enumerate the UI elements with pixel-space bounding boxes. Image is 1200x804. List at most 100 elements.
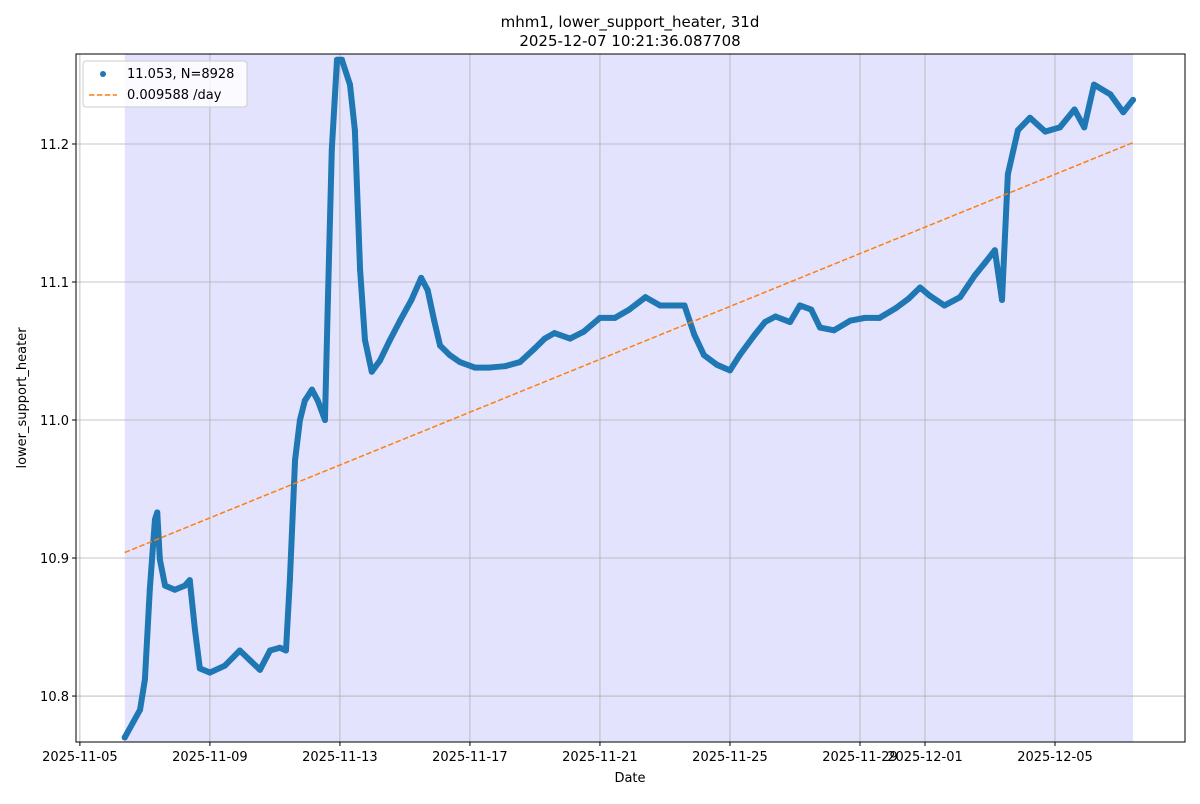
x-tick-label: 2025-12-05 <box>1017 750 1093 765</box>
scatter-point <box>181 582 188 589</box>
scatter-point <box>146 586 153 593</box>
legend-box <box>82 60 248 108</box>
x-tick-label: 2025-11-09 <box>172 750 248 765</box>
scatter-point <box>292 457 299 464</box>
scatter-point <box>368 368 375 375</box>
scatter-point <box>456 359 463 366</box>
scatter-point <box>386 336 393 343</box>
scatter-point <box>418 274 425 281</box>
scatter-point <box>351 127 358 134</box>
scatter-point <box>991 247 998 254</box>
axes-frame <box>75 53 1186 743</box>
scatter-point <box>137 706 144 713</box>
scatter-point <box>999 296 1006 303</box>
scatter-point <box>338 56 345 63</box>
scatter-point <box>221 662 228 669</box>
scatter-point <box>321 417 328 424</box>
scatter-point <box>1056 124 1063 131</box>
scatter-point <box>324 296 331 303</box>
scatter-point <box>162 582 169 589</box>
scatter-point <box>926 292 933 299</box>
y-tick-label: 11.2 <box>40 138 69 153</box>
scatter-point <box>726 367 733 374</box>
scatter-point <box>941 302 948 309</box>
scatter-point <box>437 342 444 349</box>
scatter-point <box>1107 91 1114 98</box>
chart-title: mhm1, lower_support_heater, 31d <box>501 13 760 32</box>
scatter-point <box>246 657 253 664</box>
x-tick-label: 2025-11-13 <box>302 750 378 765</box>
scatter-point <box>151 516 158 523</box>
x-tick-label: 2025-11-21 <box>562 750 638 765</box>
scatter-point <box>186 577 193 584</box>
scatter-point <box>267 647 274 654</box>
scatter-point <box>446 352 453 359</box>
scatter-point <box>657 302 664 309</box>
scatter-point <box>816 324 823 331</box>
y-tick-label: 11.0 <box>40 414 69 429</box>
scatter-point <box>154 509 161 516</box>
scatter-point <box>905 295 912 302</box>
scatter-point <box>567 335 574 342</box>
y-tick-label: 10.9 <box>40 552 69 567</box>
scatter-point <box>551 330 558 337</box>
scatter-point <box>296 417 303 424</box>
scatter-point <box>333 56 340 63</box>
scatter-point <box>282 647 289 654</box>
scatter-point <box>892 305 899 312</box>
scatter-point <box>642 294 649 301</box>
scatter-point <box>580 328 587 335</box>
scatter-point <box>541 335 548 342</box>
scatter-point <box>808 306 815 313</box>
scatter-point <box>681 302 688 309</box>
legend-label: 0.009588 /day <box>127 88 222 103</box>
x-tick-label: 2025-11-05 <box>42 750 118 765</box>
scatter-point <box>1004 171 1011 178</box>
scatter-point <box>1120 109 1127 116</box>
scatter-point <box>424 287 431 294</box>
scatter-point <box>408 296 415 303</box>
scatter-point <box>486 364 493 371</box>
scatter-point <box>751 331 758 338</box>
y-axis-label: lower_support_heater <box>15 327 30 469</box>
scatter-point <box>1042 128 1049 135</box>
scatter-point <box>1026 114 1033 121</box>
legend-swatch <box>100 71 106 77</box>
scatter-point <box>431 317 438 324</box>
scatter-point <box>156 556 163 563</box>
scatter-point <box>830 327 837 334</box>
scatter-point <box>957 294 964 301</box>
scatter-point <box>736 352 743 359</box>
scatter-trace <box>121 56 1136 741</box>
scatter-point <box>972 272 979 279</box>
scatter-point <box>762 319 769 326</box>
scatter-point <box>361 336 368 343</box>
scatter-point <box>206 669 213 676</box>
scatter-point <box>346 81 353 88</box>
scatter-point <box>691 331 698 338</box>
scatter-point <box>196 665 203 672</box>
scatter-point <box>171 586 178 593</box>
scatter-point <box>314 397 321 404</box>
x-axis-label: Date <box>614 771 645 786</box>
y-tick-label: 11.1 <box>40 276 69 291</box>
x-tick-label: 2025-11-29 <box>822 750 898 765</box>
x-tick-label: 2025-11-25 <box>692 750 768 765</box>
scatter-point <box>626 306 633 313</box>
shaded-span <box>124 54 1133 742</box>
scatter-point <box>982 259 989 266</box>
scatter-point <box>236 647 243 654</box>
scatter-point <box>328 146 335 153</box>
scatter-point <box>847 317 854 324</box>
scatter-point <box>876 314 883 321</box>
scatter-point <box>787 319 794 326</box>
scatter-point <box>516 359 523 366</box>
scatter-point <box>772 313 779 320</box>
legend-label: 11.053, N=8928 <box>127 67 234 82</box>
scatter-point <box>357 266 364 273</box>
scatter-point <box>308 386 315 393</box>
scatter-point <box>917 284 924 291</box>
scatter-point <box>671 302 678 309</box>
scatter-point <box>1081 124 1088 131</box>
